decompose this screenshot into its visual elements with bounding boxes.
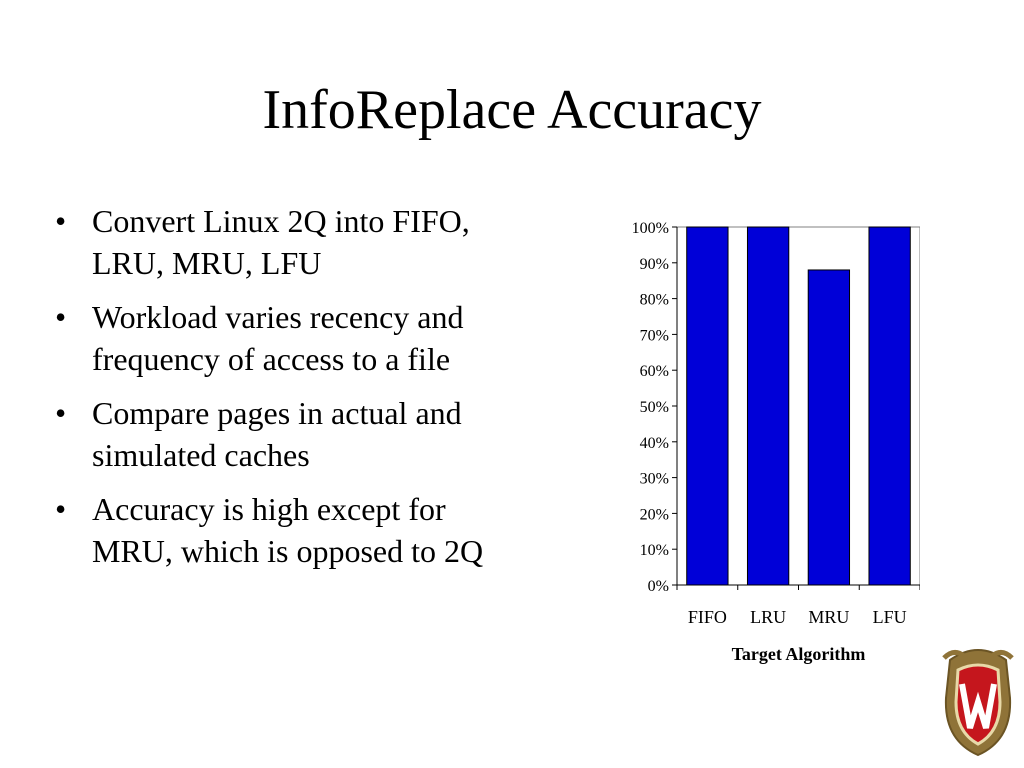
x-tick-label: MRU	[808, 607, 849, 627]
bullet-marker: •	[55, 395, 67, 431]
x-tick-label: FIFO	[688, 607, 727, 627]
bullet-text: Workload varies recency and frequency of…	[92, 299, 464, 377]
y-tick-label: 20%	[640, 506, 669, 523]
y-tick-label: 40%	[640, 435, 669, 452]
bar-chart: 0% 10% 20% 30% 40% 50% 60% 70% 80% 90% 100% FIFO LRU…	[632, 220, 920, 664]
bullet-list: • Convert Linux 2Q into FIFO, LRU, MRU, L…	[55, 200, 515, 584]
bar-lru	[746, 226, 790, 586]
bullet-text: Compare pages in actual and simulated ca…	[92, 395, 462, 473]
bullet-item: • Workload varies recency and frequency o…	[55, 296, 515, 380]
bullet-item: • Accuracy is high except for MRU, which …	[55, 488, 515, 572]
x-tick-label: LFU	[873, 607, 907, 627]
slide-title: InfoReplace Accuracy	[262, 79, 762, 141]
bullet-marker: •	[55, 491, 67, 527]
bar-fifo	[686, 226, 729, 586]
y-tick-label: 90%	[640, 256, 669, 273]
y-tick-label: 50%	[640, 399, 669, 416]
y-tick-label: 100%	[632, 220, 669, 237]
bullet-item: • Compare pages in actual and simulated c…	[55, 392, 515, 476]
bullet-text: Convert Linux 2Q into FIFO, LRU, MRU, LF…	[92, 203, 470, 281]
y-tick-label: 10%	[640, 542, 669, 559]
bar-lfu	[868, 226, 911, 586]
bullet-text: Accuracy is high except for MRU, which i…	[92, 491, 484, 569]
y-tick-label: 0%	[648, 578, 669, 595]
bullet-marker: •	[55, 203, 67, 239]
x-tick-label: LRU	[750, 607, 786, 627]
bullet-item: • Convert Linux 2Q into FIFO, LRU, MRU, L…	[55, 200, 515, 284]
bullet-marker: •	[55, 299, 67, 335]
university-crest-logo	[942, 649, 1014, 757]
y-tick-label: 80%	[640, 292, 669, 309]
y-tick-label: 60%	[640, 363, 669, 380]
x-axis-title: Target Algorithm	[732, 644, 866, 664]
bar-mru	[807, 269, 851, 586]
y-tick-label: 30%	[640, 471, 669, 488]
y-tick-label: 70%	[640, 327, 669, 344]
